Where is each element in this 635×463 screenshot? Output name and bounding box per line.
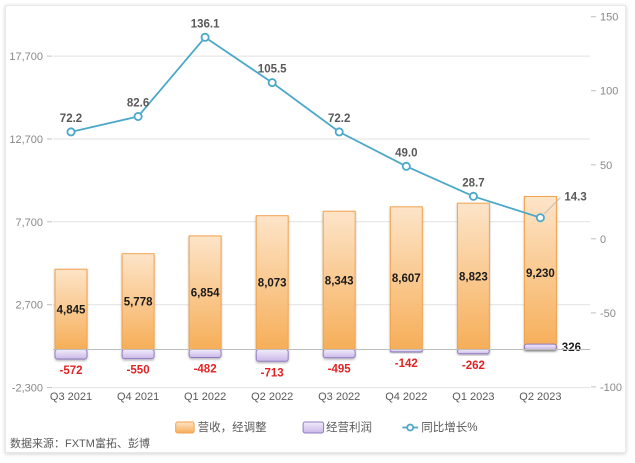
svg-text:28.7: 28.7: [462, 177, 484, 189]
svg-text:同比增长%: 同比增长%: [421, 420, 477, 434]
svg-text:72.2: 72.2: [60, 113, 82, 125]
svg-text:82.6: 82.6: [127, 98, 149, 110]
svg-text:2,700: 2,700: [15, 300, 43, 312]
svg-text:8,607: 8,607: [392, 273, 421, 285]
svg-text:Q2 2022: Q2 2022: [251, 391, 293, 403]
svg-text:-550: -550: [127, 365, 150, 377]
svg-text:-495: -495: [328, 364, 352, 376]
svg-text:136.1: 136.1: [191, 18, 220, 30]
svg-text:-482: -482: [194, 364, 217, 376]
svg-text:-100: -100: [600, 382, 622, 394]
svg-text:17,700: 17,700: [9, 51, 43, 63]
svg-text:经营利润: 经营利润: [326, 420, 372, 434]
svg-text:Q3 2022: Q3 2022: [318, 391, 360, 403]
svg-text:Q1 2022: Q1 2022: [184, 391, 226, 403]
svg-text:12,700: 12,700: [9, 134, 43, 146]
svg-text:14.3: 14.3: [564, 192, 586, 204]
svg-text:-2,300: -2,300: [12, 383, 43, 395]
svg-text:50: 50: [600, 160, 612, 172]
svg-text:7,700: 7,700: [15, 217, 43, 229]
svg-text:8,343: 8,343: [325, 275, 354, 287]
svg-text:105.5: 105.5: [258, 64, 287, 76]
svg-text:72.2: 72.2: [328, 113, 350, 125]
svg-text:9,230: 9,230: [526, 268, 555, 280]
svg-text:0: 0: [600, 234, 606, 246]
svg-text:-50: -50: [600, 308, 616, 320]
svg-text:4,845: 4,845: [57, 304, 86, 316]
svg-text:150: 150: [600, 12, 618, 24]
svg-text:Q4 2021: Q4 2021: [117, 391, 159, 403]
svg-text:数据来源：FXTM富拓、彭博: 数据来源：FXTM富拓、彭博: [10, 436, 150, 450]
svg-text:100: 100: [600, 86, 618, 98]
svg-text:8,073: 8,073: [258, 278, 287, 290]
svg-text:-142: -142: [395, 358, 418, 370]
svg-text:-572: -572: [59, 365, 82, 377]
svg-text:5,778: 5,778: [124, 297, 153, 309]
svg-text:Q2 2023: Q2 2023: [519, 391, 561, 403]
svg-text:Q4 2022: Q4 2022: [385, 391, 427, 403]
svg-text:6,854: 6,854: [191, 288, 220, 300]
svg-text:326: 326: [562, 342, 581, 354]
svg-text:Q3 2021: Q3 2021: [50, 391, 92, 403]
svg-text:-713: -713: [261, 367, 284, 379]
svg-text:营收，经调整: 营收，经调整: [198, 420, 267, 434]
svg-text:Q1 2023: Q1 2023: [452, 391, 494, 403]
svg-text:8,823: 8,823: [459, 271, 488, 283]
svg-text:-262: -262: [462, 360, 485, 372]
svg-text:49.0: 49.0: [395, 147, 417, 159]
